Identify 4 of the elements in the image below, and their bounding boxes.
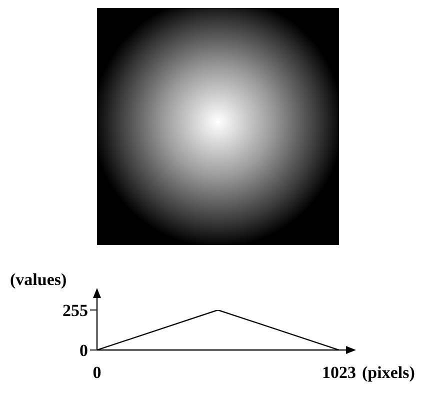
x-tick-label: 1023 <box>322 363 356 382</box>
y-axis-title: (values) <box>10 270 67 290</box>
y-tick-label: 255 <box>62 301 88 320</box>
x-axis-title: (pixels) <box>362 363 415 383</box>
